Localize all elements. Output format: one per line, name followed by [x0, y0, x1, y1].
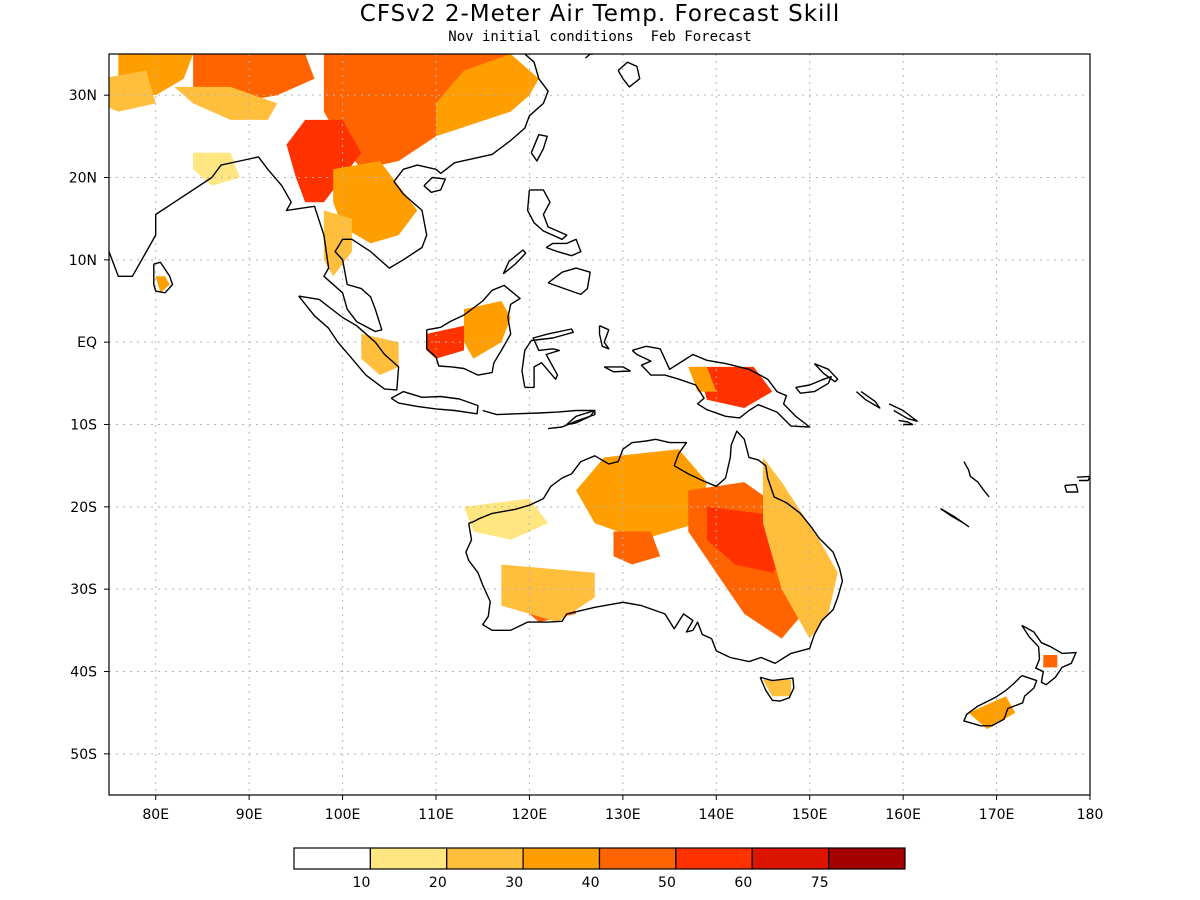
region-aus-qld-coast [763, 457, 838, 639]
coastline-sulawesi [521, 328, 574, 389]
coastline-sri-lanka [153, 261, 174, 294]
skill-regions [109, 54, 1058, 730]
coastline-nz-south-island [963, 674, 1038, 727]
chart-subtitle: Nov initial conditions Feb Forecast [448, 29, 752, 45]
coastline-hainan [423, 176, 446, 194]
colorbar-swatch [369, 847, 448, 870]
x-tick-label: 90E [236, 807, 263, 823]
colorbar: 10 20 30 40 50 60 75 [293, 847, 906, 891]
y-tick-label: 30N [69, 88, 97, 104]
region-tasmania [763, 679, 791, 697]
y-axis-ticks: 30N 20N 10N EQ 10S 20S 30S 40S 50S [69, 88, 109, 763]
colorbar-swatch [446, 847, 524, 870]
coastline-seram [603, 366, 631, 373]
coastline-philippines-visayas [545, 238, 582, 257]
coastline-australia [465, 430, 844, 664]
colorbar-label: 30 [505, 875, 523, 891]
coastline-solomons-c [898, 419, 914, 426]
colorbar-swatch [598, 847, 677, 870]
coastline-tasmania [759, 676, 795, 702]
coastline-solomons-a [855, 391, 881, 409]
coastline-new-britain [795, 376, 832, 394]
y-tick-label: 30S [70, 582, 97, 598]
x-tick-label: 150E [792, 807, 828, 823]
colorbar-swatch [675, 847, 753, 870]
chart-title: CFSv2 2-Meter Air Temp. Forecast Skill [359, 1, 841, 27]
coastline-taiwan [530, 133, 548, 162]
region-thailand-pen [323, 210, 352, 277]
colorbar-label: 50 [658, 875, 676, 891]
coastline-lesser-sunda [482, 409, 596, 430]
coastline-vanuatu [963, 461, 990, 498]
y-tick-label: 20S [70, 500, 97, 516]
region-aus-north [576, 449, 707, 540]
y-tick-label: EQ [77, 335, 97, 351]
x-tick-label: 130E [605, 807, 641, 823]
coastline-asia-mainland [109, 54, 549, 333]
x-tick-label: 170E [979, 807, 1015, 823]
region-indochina [333, 161, 418, 244]
colorbar-swatch [828, 847, 906, 870]
region-aus-center [613, 531, 661, 565]
x-tick-label: 140E [698, 807, 734, 823]
coastline-fiji-b [1076, 475, 1090, 482]
coastline-korea [585, 54, 593, 59]
colorbar-swatch [751, 847, 830, 870]
x-tick-label: 160E [885, 807, 921, 823]
coastline-borneo [426, 284, 521, 376]
region-india-east [193, 152, 240, 186]
coastline-japan-kyushu [617, 61, 641, 88]
coastline-solomons-b [888, 403, 918, 422]
coastline-new-caledonia [940, 507, 970, 528]
region-sri-lanka [155, 276, 170, 293]
x-axis-ticks: 80E 90E 100E 110E 120E 130E 140E 150E 160E 170E 18… [142, 795, 1103, 823]
coastline-new-guinea [631, 345, 811, 428]
coastline-new-ireland [813, 362, 839, 383]
colorbar-label: 60 [734, 875, 752, 891]
y-tick-label: 40S [70, 665, 97, 681]
x-tick-label: 180 [1077, 807, 1104, 823]
colorbar-label: 10 [353, 875, 371, 891]
colorbar-label: 40 [582, 875, 600, 891]
region-aus-sw-b [501, 564, 595, 623]
x-tick-label: 120E [512, 807, 548, 823]
coastlines [109, 54, 1090, 727]
region-myanmar [286, 119, 362, 203]
region-borneo-east [464, 301, 511, 359]
coastline-philippines-mindanao [547, 267, 591, 296]
colorbar-swatch [293, 847, 371, 870]
coastline-philippines-luzon [526, 189, 568, 241]
y-tick-label: 50S [70, 747, 97, 763]
coastline-halmahera [598, 325, 610, 350]
colorbar-label: 75 [811, 875, 829, 891]
coastline-nz-north-island [1021, 624, 1077, 686]
x-tick-label: 110E [418, 807, 454, 823]
colorbar-label: 20 [429, 875, 447, 891]
y-tick-label: 20N [69, 171, 97, 187]
y-tick-label: 10S [70, 418, 97, 434]
region-northwest-india-b [109, 70, 156, 112]
region-nz-south [968, 696, 1016, 730]
x-tick-label: 80E [142, 807, 169, 823]
coastline-sumatra [298, 295, 400, 391]
y-tick-label: 10N [69, 253, 97, 269]
coastline-fiji [1064, 483, 1079, 493]
colorbar-swatch [522, 847, 601, 870]
coastline-timor [566, 409, 596, 426]
x-tick-label: 100E [325, 807, 361, 823]
grid-lines [109, 54, 1090, 795]
coastline-palawan [502, 249, 527, 275]
region-sumatra [361, 333, 399, 376]
coastline-java [390, 390, 479, 415]
region-nz-north [1043, 655, 1058, 668]
region-aus-west-b [464, 498, 549, 540]
